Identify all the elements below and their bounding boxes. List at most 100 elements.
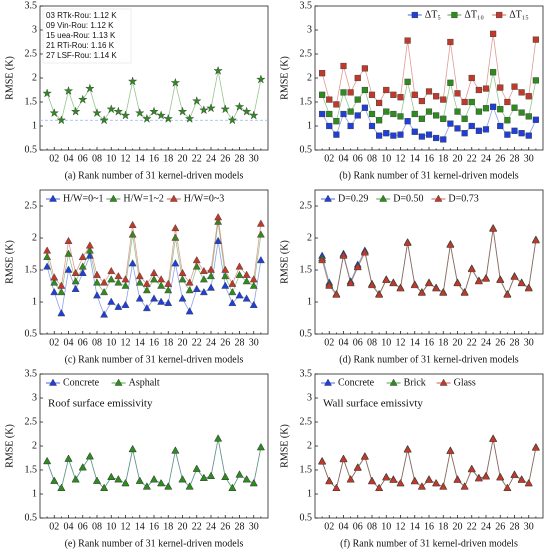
marker [185,278,194,286]
y-tick-label: 2.5 [300,48,313,59]
x-tick-label: 22 [467,153,477,164]
x-tick-label: 28 [510,153,520,164]
marker [142,482,151,490]
marker [142,113,152,123]
marker [326,96,333,103]
y-axis-label: RMSE (K) [279,56,290,100]
x-tick-label: 08 [367,337,377,348]
y-tick-label: 1 [307,120,312,131]
x-tick-label: 10 [106,153,116,164]
plot-frame [314,373,544,519]
annotation: 15 uea-Rou: 1.13 K [46,31,116,40]
marker [207,265,215,273]
x-tick-label: 26 [220,521,230,532]
marker [192,96,202,106]
marker [185,307,194,315]
marker [319,70,326,77]
marker [318,457,327,465]
marker [319,91,326,98]
x-tick-label: 30 [524,521,534,532]
marker [92,108,102,118]
marker [511,83,518,90]
marker [71,268,80,276]
marker [433,112,440,119]
marker [106,104,116,114]
marker [70,106,81,116]
marker [157,297,166,305]
panel-note: Wall surface emissivty [323,398,423,410]
marker [417,288,426,296]
y-tick-label: 2.5 [25,416,38,427]
marker [121,300,130,308]
marker [135,476,144,484]
marker [256,230,265,238]
marker [461,115,468,122]
marker [368,110,376,118]
marker [510,272,519,280]
marker [390,91,397,98]
marker [397,113,404,120]
y-tick-label: 1 [32,296,37,307]
marker [453,475,462,483]
marker [220,104,230,114]
marker [454,125,461,132]
marker [411,128,418,135]
marker [121,479,130,487]
x-tick-label: 08 [92,337,102,348]
marker [383,130,390,137]
marker [446,446,455,454]
marker [242,277,251,285]
y-axis-label: RMSE (K) [4,240,15,284]
marker [411,91,418,98]
marker [332,483,341,491]
marker [199,275,208,283]
marker [57,309,66,317]
y-tick-label: 0.5 [300,144,313,155]
marker [504,98,511,106]
marker [64,454,73,462]
marker [404,118,411,125]
marker [397,94,404,101]
marker [93,291,101,299]
marker [107,266,116,274]
marker [142,279,151,287]
marker [199,288,208,296]
marker [354,74,361,82]
x-tick-label: 30 [249,337,259,348]
y-tick-label: 2 [307,232,312,243]
marker [532,77,539,84]
marker [185,482,194,490]
marker [71,277,80,285]
y-tick-label: 2 [307,440,312,451]
marker [425,279,433,287]
marker [107,297,116,305]
marker [99,115,109,125]
x-axis-label: (e) Rank number of 31 kernel-driven mode… [65,538,244,549]
x-tick-label: 04 [64,521,74,532]
marker [114,278,123,286]
x-tick-label: 16 [424,521,434,532]
x-tick-label: 06 [78,337,88,348]
marker [354,96,361,103]
x-tick-label: 02 [324,153,334,164]
marker [425,475,433,483]
legend-label: D=0.29 [338,193,368,204]
marker [214,213,223,221]
marker [496,11,503,19]
marker [78,252,87,260]
marker [107,472,116,480]
marker [504,117,511,124]
y-tick-label: 3 [307,392,312,403]
marker [375,290,384,298]
marker [171,233,180,241]
y-tick-label: 3.5 [25,368,38,379]
y-tick-label: 2 [32,232,37,243]
y-tick-label: 3 [32,392,37,403]
marker [57,281,66,289]
x-tick-label: 24 [481,337,491,348]
y-tick-label: 3.5 [300,368,313,379]
marker [256,74,266,84]
marker [347,108,354,115]
x-tick-label: 14 [135,337,145,348]
marker [346,279,355,287]
